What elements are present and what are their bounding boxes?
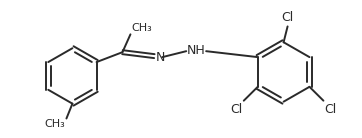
Text: Cl: Cl [282, 11, 294, 24]
Text: Cl: Cl [324, 103, 337, 116]
Text: NH: NH [187, 44, 206, 57]
Text: CH₃: CH₃ [45, 120, 66, 129]
Text: Cl: Cl [231, 103, 243, 116]
Text: CH₃: CH₃ [131, 23, 152, 33]
Text: N: N [155, 51, 165, 64]
